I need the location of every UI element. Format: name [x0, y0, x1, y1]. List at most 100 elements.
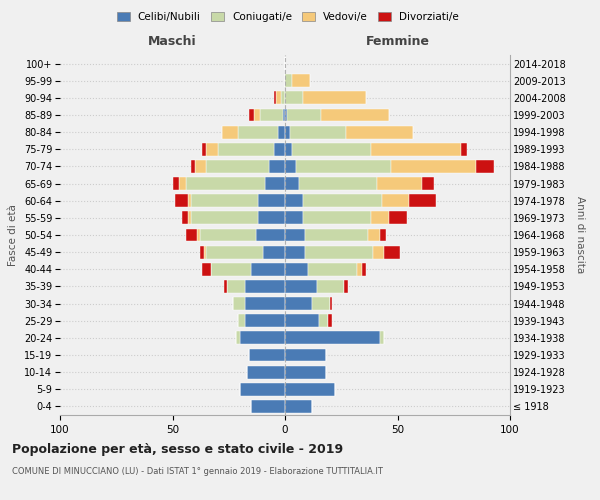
Bar: [303, 92, 366, 104]
Bar: [199, 246, 204, 258]
Bar: [346, 126, 413, 138]
Bar: [422, 177, 433, 190]
Bar: [285, 332, 380, 344]
Bar: [249, 348, 285, 362]
Bar: [380, 332, 384, 344]
Bar: [173, 177, 179, 190]
Bar: [281, 92, 285, 104]
Bar: [283, 108, 285, 122]
Text: Popolazione per età, sesso e stato civile - 2019: Popolazione per età, sesso e stato civil…: [12, 442, 343, 456]
Bar: [285, 74, 292, 87]
Bar: [191, 194, 258, 207]
Bar: [245, 280, 285, 293]
Y-axis label: Anni di nascita: Anni di nascita: [575, 196, 585, 274]
Bar: [227, 280, 245, 293]
Bar: [285, 177, 299, 190]
Bar: [389, 212, 407, 224]
Bar: [303, 212, 371, 224]
Bar: [317, 280, 343, 293]
Bar: [380, 228, 386, 241]
Text: Femmine: Femmine: [365, 35, 430, 48]
Legend: Celibi/Nubili, Coniugati/e, Vedovi/e, Divorziati/e: Celibi/Nubili, Coniugati/e, Vedovi/e, Di…: [113, 8, 463, 26]
Bar: [238, 126, 278, 138]
Bar: [328, 314, 332, 327]
Bar: [285, 108, 287, 122]
Bar: [290, 126, 346, 138]
Bar: [382, 194, 409, 207]
Bar: [206, 160, 269, 173]
Bar: [274, 92, 276, 104]
Bar: [330, 297, 332, 310]
Bar: [312, 297, 330, 310]
Bar: [240, 383, 285, 396]
Bar: [303, 194, 382, 207]
Bar: [186, 177, 265, 190]
Bar: [285, 280, 317, 293]
Bar: [182, 212, 188, 224]
Bar: [197, 228, 199, 241]
Bar: [254, 108, 260, 122]
Bar: [278, 126, 285, 138]
Bar: [249, 108, 254, 122]
Bar: [202, 143, 206, 156]
Bar: [202, 263, 211, 276]
Bar: [305, 228, 368, 241]
Bar: [287, 108, 321, 122]
Bar: [285, 160, 296, 173]
Bar: [263, 246, 285, 258]
Bar: [285, 212, 303, 224]
Text: Maschi: Maschi: [148, 35, 197, 48]
Bar: [251, 263, 285, 276]
Bar: [361, 263, 366, 276]
Bar: [233, 297, 245, 310]
Bar: [371, 212, 389, 224]
Bar: [285, 92, 303, 104]
Bar: [218, 143, 274, 156]
Bar: [188, 212, 191, 224]
Bar: [285, 348, 325, 362]
Bar: [285, 126, 290, 138]
Bar: [299, 177, 377, 190]
Bar: [191, 212, 258, 224]
Bar: [319, 314, 328, 327]
Bar: [211, 263, 251, 276]
Bar: [384, 246, 400, 258]
Bar: [265, 177, 285, 190]
Bar: [204, 246, 206, 258]
Bar: [276, 92, 281, 104]
Bar: [285, 366, 325, 378]
Bar: [269, 160, 285, 173]
Bar: [285, 400, 312, 413]
Bar: [285, 263, 308, 276]
Y-axis label: Fasce di età: Fasce di età: [8, 204, 19, 266]
Bar: [292, 74, 310, 87]
Bar: [476, 160, 494, 173]
Bar: [368, 228, 380, 241]
Bar: [235, 332, 240, 344]
Bar: [305, 246, 373, 258]
Bar: [409, 194, 436, 207]
Bar: [391, 160, 476, 173]
Bar: [256, 228, 285, 241]
Bar: [285, 383, 335, 396]
Bar: [251, 400, 285, 413]
Bar: [206, 246, 263, 258]
Bar: [191, 160, 195, 173]
Bar: [357, 263, 361, 276]
Bar: [296, 160, 391, 173]
Bar: [188, 194, 191, 207]
Bar: [343, 280, 348, 293]
Bar: [285, 228, 305, 241]
Bar: [238, 314, 245, 327]
Bar: [258, 212, 285, 224]
Bar: [461, 143, 467, 156]
Bar: [175, 194, 188, 207]
Bar: [285, 297, 312, 310]
Bar: [195, 160, 206, 173]
Bar: [222, 126, 238, 138]
Bar: [285, 246, 305, 258]
Bar: [240, 332, 285, 344]
Bar: [373, 246, 384, 258]
Bar: [285, 143, 292, 156]
Bar: [260, 108, 283, 122]
